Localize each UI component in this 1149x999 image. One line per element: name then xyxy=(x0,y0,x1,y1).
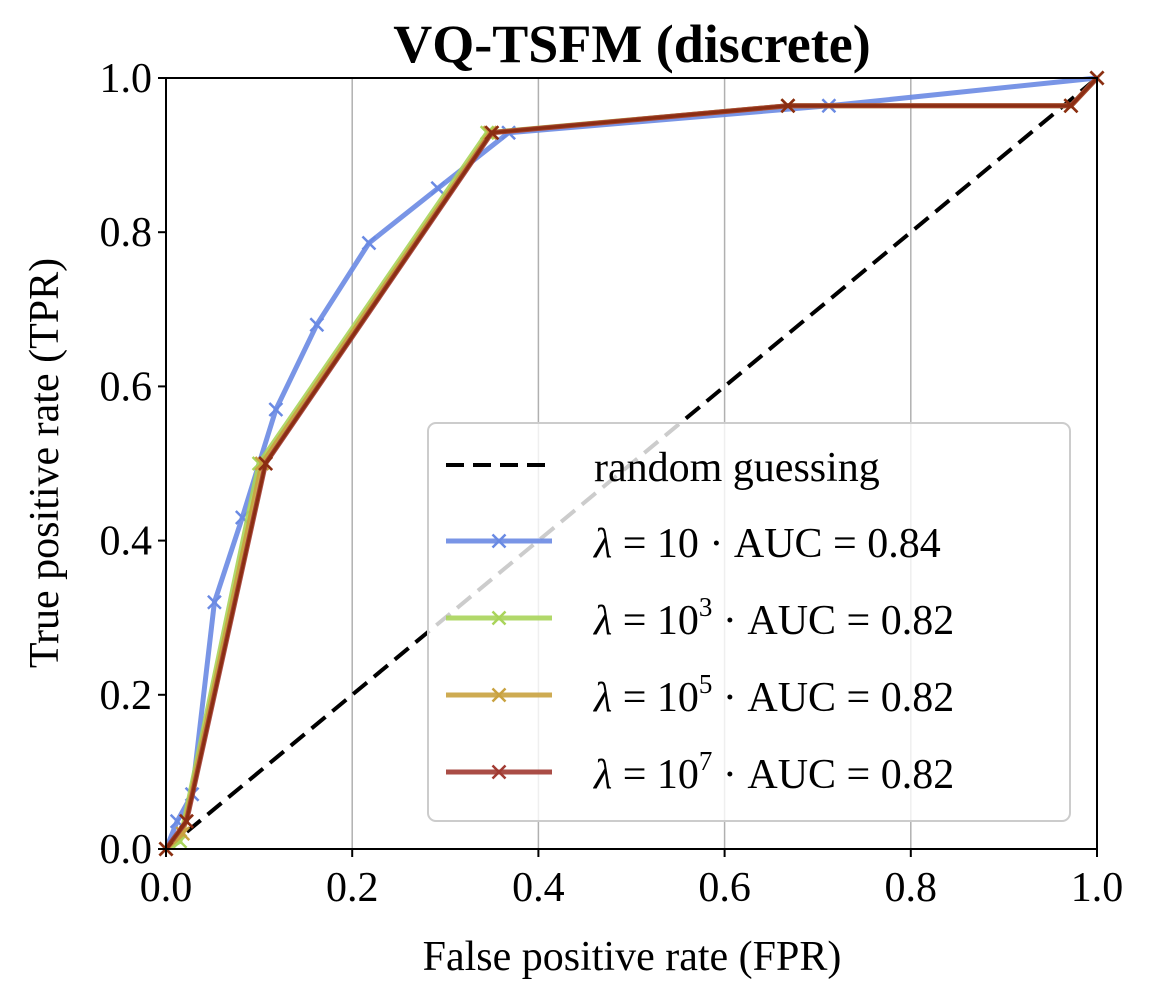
series-0-marker-3 xyxy=(207,594,222,610)
legend-swatch-marker-3 xyxy=(491,764,507,780)
plot-frame xyxy=(165,77,1098,850)
x-axis-ticks: 0.0 0.2 0.4 0.6 0.8 1.0 xyxy=(140,849,1124,911)
series-0-marker-7 xyxy=(361,235,377,251)
overlay-series xyxy=(158,70,1105,857)
x-tick-label-2: 0.4 xyxy=(512,865,565,911)
series-0-marker-5 xyxy=(268,402,284,417)
y-axis-ticks: 0.0 0.2 0.4 0.6 0.8 1.0 xyxy=(100,56,166,873)
chart-title: VQ-TSFM (discrete) xyxy=(393,14,870,74)
legend-label-2: λ = 105 · AUC = 0.82 xyxy=(592,669,954,721)
overlay-marker-2 xyxy=(258,456,274,471)
series-0-marker-8 xyxy=(430,180,446,196)
overlay-marker-5 xyxy=(1063,98,1079,114)
legend-box xyxy=(427,422,1071,822)
legend-label-1: λ = 103 · AUC = 0.82 xyxy=(592,592,954,644)
legend-entry-1: λ = 103 · AUC = 0.82 xyxy=(446,592,954,644)
overlay-marker-4 xyxy=(780,98,796,114)
legend-entry-3: λ = 107 · AUC = 0.82 xyxy=(446,746,954,798)
legend: random guessing λ = 10 · AUC = 0.84 λ = 1… xyxy=(427,422,1071,822)
overlay-marker-3 xyxy=(484,125,500,141)
x-tick-label-5: 1.0 xyxy=(1071,865,1124,911)
y-tick-label-4: 0.8 xyxy=(100,210,153,256)
legend-swatch-marker-2 xyxy=(491,687,507,703)
overlay-marker-1 xyxy=(179,813,194,829)
y-tick-label-2: 0.4 xyxy=(100,519,153,565)
legend-entry-0: λ = 10 · AUC = 0.84 xyxy=(446,521,941,567)
legend-label-3: λ = 107 · AUC = 0.82 xyxy=(592,746,954,798)
series-0-marker-6 xyxy=(309,317,325,333)
y-tick-label-0: 0.0 xyxy=(100,827,153,873)
legend-entry-2: λ = 105 · AUC = 0.82 xyxy=(446,669,954,721)
y-tick-label-1: 0.2 xyxy=(100,673,153,719)
legend-label-random: random guessing xyxy=(594,445,880,491)
legend-swatch-marker-0 xyxy=(491,533,507,549)
x-tick-label-1: 0.2 xyxy=(326,865,379,911)
y-tick-label-5: 1.0 xyxy=(100,56,153,102)
x-axis-label: False positive rate (FPR) xyxy=(423,934,842,980)
x-tick-label-4: 0.8 xyxy=(885,865,938,911)
legend-label-0: λ = 10 · AUC = 0.84 xyxy=(592,521,941,567)
x-tick-label-0: 0.0 xyxy=(140,865,193,911)
y-axis-label: True positive rate (TPR) xyxy=(22,258,68,668)
y-tick-label-3: 0.6 xyxy=(100,364,153,410)
legend-swatch-marker-1 xyxy=(491,610,507,626)
x-tick-label-3: 0.6 xyxy=(698,865,751,911)
